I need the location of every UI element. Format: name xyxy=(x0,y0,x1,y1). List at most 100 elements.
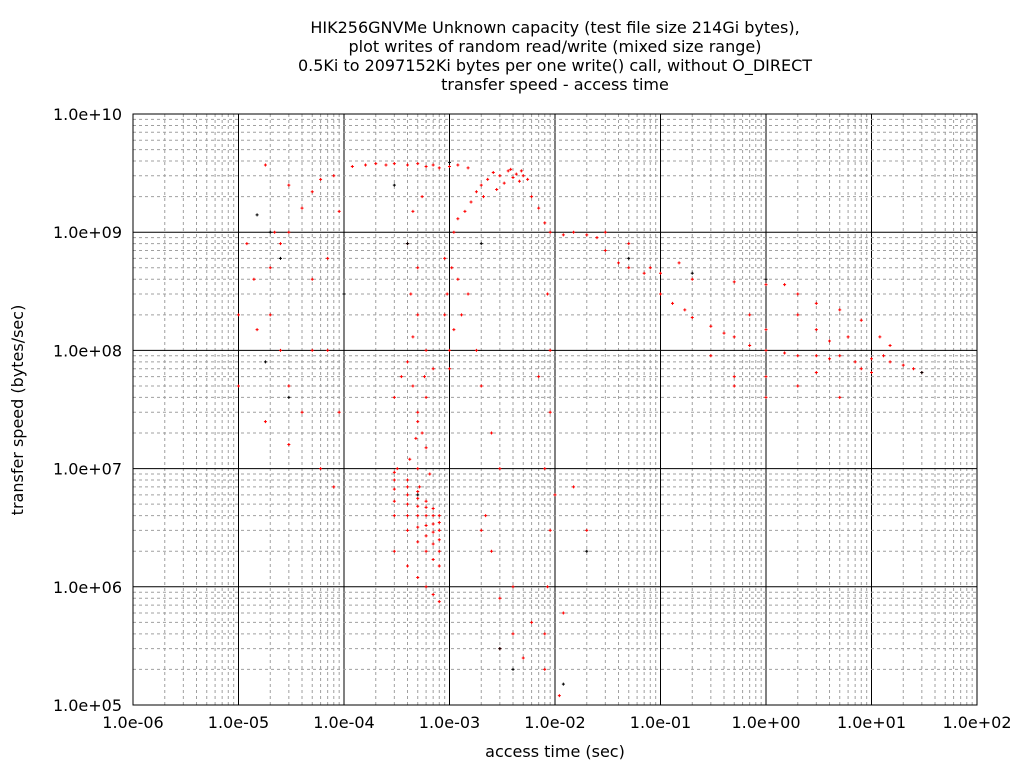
data-point-writes xyxy=(814,301,818,305)
data-point-writes xyxy=(278,348,282,352)
data-point-writes xyxy=(273,230,277,234)
data-point-other xyxy=(585,549,589,553)
data-point-writes xyxy=(424,395,428,399)
data-point-writes xyxy=(642,271,646,275)
data-point-writes xyxy=(846,335,850,339)
data-point-writes xyxy=(411,209,415,213)
plot-border xyxy=(132,113,978,706)
data-point-writes xyxy=(392,395,396,399)
data-point-writes xyxy=(337,410,341,414)
x-tick-label: 1.0e+01 xyxy=(837,713,906,732)
data-point-writes xyxy=(392,487,396,491)
data-point-writes xyxy=(878,335,882,339)
data-point-other xyxy=(627,256,631,260)
data-point-writes xyxy=(411,335,415,339)
data-point-writes xyxy=(431,367,435,371)
data-point-writes xyxy=(838,354,842,358)
y-tick-label: 1.0e+10 xyxy=(53,105,122,124)
data-point-writes xyxy=(585,233,589,237)
data-point-writes xyxy=(437,514,441,518)
data-point-writes xyxy=(392,549,396,553)
data-point-writes xyxy=(431,530,435,534)
data-point-writes xyxy=(424,534,428,538)
data-point-writes xyxy=(437,166,441,170)
data-point-writes xyxy=(671,301,675,305)
data-point-writes xyxy=(424,446,428,450)
data-point-writes xyxy=(548,348,552,352)
tick-labels: 1.0e-06 1.0e-05 1.0e-04 1.0e-03 1.0e-02 1.0e-… xyxy=(53,105,1012,732)
data-point-writes xyxy=(406,528,410,532)
data-point-writes xyxy=(406,564,410,568)
data-point-writes xyxy=(764,348,768,352)
x-tick-label: 1.0e-05 xyxy=(208,713,269,732)
data-point-writes xyxy=(659,271,662,275)
data-point-writes xyxy=(420,195,424,199)
data-point-other xyxy=(511,667,515,671)
data-point-writes xyxy=(519,169,523,173)
data-point-writes xyxy=(859,318,863,322)
x-tick-label: 1.0e-02 xyxy=(524,713,585,732)
x-tick-label: 1.0e+02 xyxy=(942,713,1011,732)
data-point-writes xyxy=(414,436,418,440)
data-point-writes xyxy=(300,410,304,414)
data-point-writes xyxy=(437,564,441,568)
data-point-writes xyxy=(445,292,449,296)
data-point-writes xyxy=(310,277,314,281)
data-point-writes xyxy=(392,162,396,166)
data-point-writes xyxy=(287,183,291,187)
data-point-other xyxy=(920,371,924,375)
data-point-writes xyxy=(437,600,441,604)
data-point-writes xyxy=(326,256,330,260)
data-point-writes xyxy=(384,163,388,167)
data-point-writes xyxy=(300,206,304,210)
data-point-writes xyxy=(474,190,478,194)
data-point-other xyxy=(448,160,451,164)
data-point-writes xyxy=(448,164,451,168)
data-point-writes xyxy=(443,256,447,260)
data-point-writes xyxy=(431,522,435,526)
data-point-writes xyxy=(374,162,378,166)
data-point-writes xyxy=(838,395,842,399)
data-point-writes xyxy=(431,593,435,597)
data-point-writes xyxy=(814,328,818,332)
data-point-writes xyxy=(408,457,412,461)
data-point-writes xyxy=(572,230,576,234)
data-point-writes xyxy=(677,261,681,265)
data-point-writes xyxy=(489,431,493,435)
data-point-writes xyxy=(437,538,441,542)
data-point-writes xyxy=(732,375,736,379)
data-point-writes xyxy=(431,558,435,562)
data-point-other xyxy=(392,183,396,187)
data-point-writes xyxy=(722,331,726,335)
data-point-writes xyxy=(406,493,410,497)
data-point-writes xyxy=(748,313,752,317)
data-point-writes xyxy=(796,292,800,296)
data-points xyxy=(237,160,924,698)
data-point-writes xyxy=(416,575,420,579)
data-point-writes xyxy=(489,549,493,553)
data-point-other xyxy=(263,360,267,364)
data-point-writes xyxy=(530,620,534,624)
data-point-writes xyxy=(486,177,490,181)
data-point-writes xyxy=(469,200,473,204)
data-point-writes xyxy=(690,315,694,319)
data-point-writes xyxy=(416,313,420,317)
data-point-writes xyxy=(452,328,456,332)
data-point-writes xyxy=(479,183,483,187)
data-point-other xyxy=(479,242,483,246)
data-point-writes xyxy=(509,167,513,171)
data-point-writes xyxy=(416,420,420,424)
data-point-writes xyxy=(431,514,435,518)
data-point-other xyxy=(268,230,272,234)
data-point-writes xyxy=(416,514,420,518)
x-tick-label: 1.0e-03 xyxy=(419,713,480,732)
data-point-writes xyxy=(764,328,768,332)
data-point-writes xyxy=(828,357,832,361)
data-point-other xyxy=(561,682,565,686)
data-point-writes xyxy=(466,292,470,296)
data-point-writes xyxy=(416,525,420,529)
data-point-writes xyxy=(392,470,396,474)
data-point-writes xyxy=(399,375,403,379)
data-point-writes xyxy=(395,467,399,471)
x-tick-label: 1.0e+00 xyxy=(731,713,800,732)
